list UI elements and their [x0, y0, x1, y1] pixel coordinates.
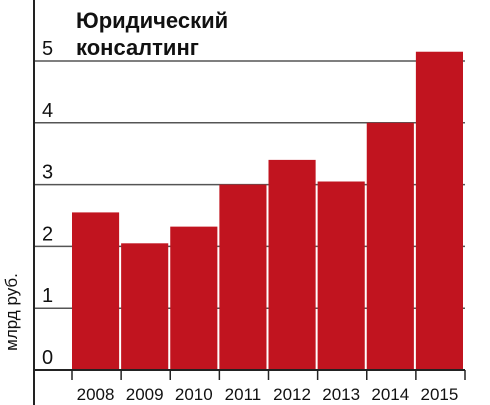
x-tick-label: 2013: [322, 385, 360, 404]
y-tick-label: 4: [42, 100, 53, 122]
x-tick-label: 2015: [421, 385, 459, 404]
x-tick-label: 2012: [273, 385, 311, 404]
chart-title-line-1: Юридический: [76, 8, 228, 33]
bar-2009: [121, 243, 169, 370]
y-tick-label: 3: [42, 162, 53, 184]
x-tick-labels: 2008 2009 2010 2011 2012 2013 2014 2015: [71, 370, 466, 404]
y-tick-label: 2: [42, 223, 53, 245]
y-tick-labels: 0 1 2 3 4 5: [42, 38, 53, 369]
y-tick-label: 1: [42, 285, 53, 307]
bar-2011: [219, 184, 267, 370]
x-tick-label: 2014: [371, 385, 409, 404]
y-tick-label: 0: [42, 347, 53, 369]
bar-2010: [170, 226, 218, 370]
y-tick-label: 5: [42, 38, 53, 60]
x-tick-label: 2011: [225, 385, 262, 404]
x-tick-label: 2008: [77, 385, 115, 404]
x-tick-label: 2010: [175, 385, 213, 404]
bar-2015: [415, 51, 463, 370]
bars: [72, 51, 463, 370]
bar-2012: [268, 159, 316, 370]
y-axis-label: млрд руб.: [2, 273, 21, 351]
bar-2014: [366, 122, 414, 370]
x-tick-label: 2009: [126, 385, 164, 404]
bar-2008: [72, 212, 120, 370]
bar-2013: [317, 181, 365, 370]
chart-title-line-2: консалтинг: [76, 35, 199, 60]
chart-title: Юридический консалтинг: [76, 8, 228, 60]
